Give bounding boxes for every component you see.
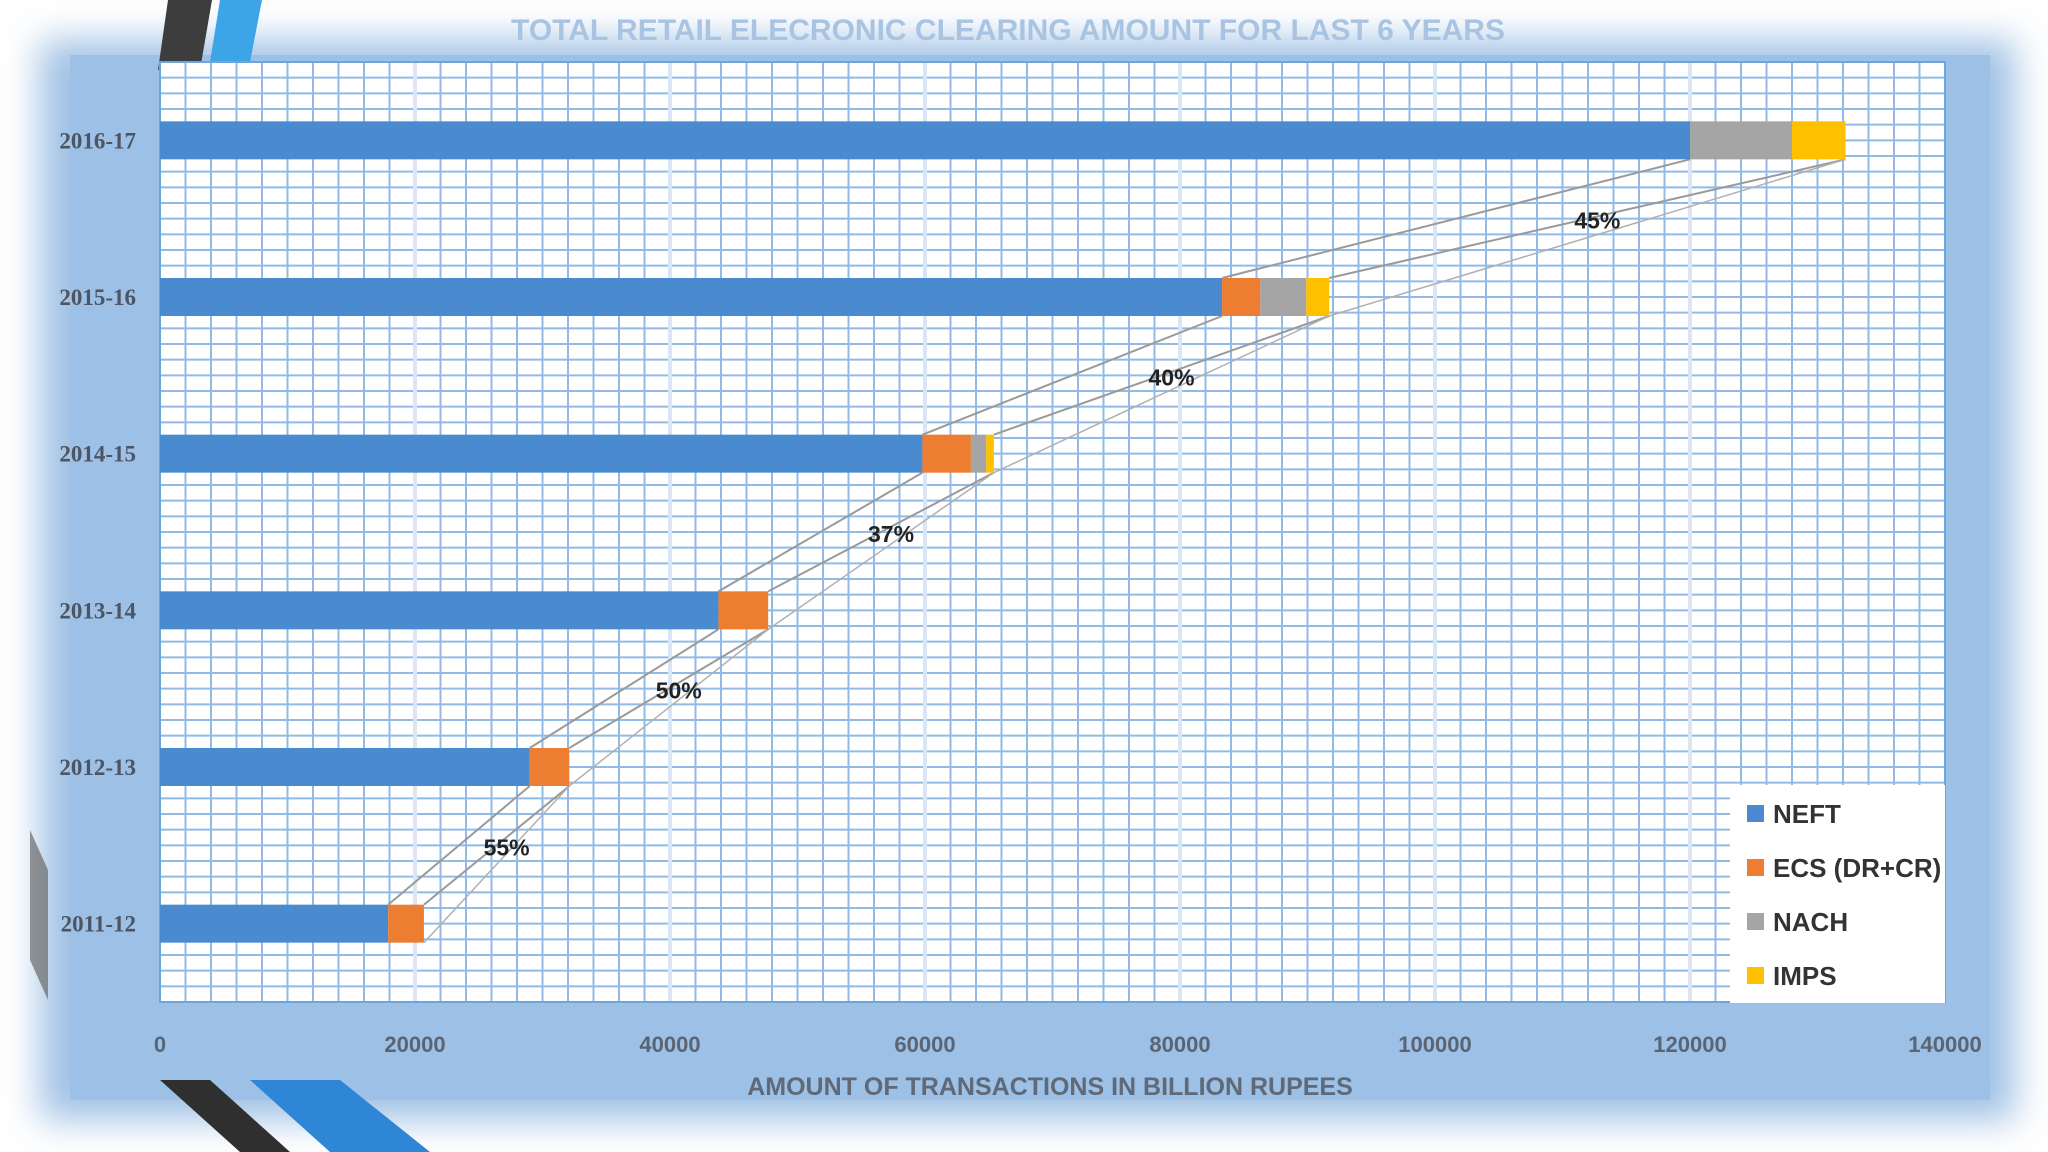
growth-connector bbox=[568, 628, 769, 787]
x-tick-label: 140000 bbox=[1908, 1032, 1981, 1057]
growth-connector bbox=[767, 471, 995, 593]
bar-imps-2016-17 bbox=[1792, 121, 1846, 160]
gridlines-major bbox=[413, 62, 1692, 1002]
legend-swatch bbox=[1747, 967, 1764, 984]
legend-box bbox=[1730, 785, 1945, 1003]
legend-label: NACH bbox=[1773, 907, 1848, 937]
growth-connector bbox=[717, 471, 923, 593]
x-tick-label: 40000 bbox=[639, 1032, 700, 1057]
legend: NEFT ECS (DR+CR) NACH IMPS bbox=[1730, 785, 1945, 1003]
bar-neft-2013-14 bbox=[160, 591, 719, 630]
chart-title: TOTAL RETAIL ELECRONIC CLEARING AMOUNT F… bbox=[511, 14, 1505, 47]
category-axis-labels: 2011-12 2012-13 2013-14 2014-15 2015-16 2016-… bbox=[59, 128, 136, 936]
bar-nach-2015-16 bbox=[1260, 278, 1307, 316]
legend-label: IMPS bbox=[1773, 961, 1837, 991]
growth-label: 55% bbox=[484, 834, 530, 860]
growth-connector bbox=[1328, 158, 1846, 279]
category-label: 2014-15 bbox=[59, 442, 136, 467]
growth-label: 50% bbox=[656, 678, 702, 704]
bar-ecs-dr-cr-2013-14 bbox=[718, 591, 769, 630]
bar-neft-2014-15 bbox=[160, 434, 923, 473]
growth-label: 37% bbox=[868, 521, 914, 547]
growth-connector bbox=[423, 785, 570, 944]
bar-neft-2011-12 bbox=[160, 904, 389, 943]
bar-nach-2016-17 bbox=[1690, 121, 1792, 160]
x-tick-label: 0 bbox=[154, 1032, 166, 1057]
value-axis-labels: 0 20000 40000 60000 80000 100000 120000 140000 bbox=[154, 1032, 1982, 1057]
plot-area-border bbox=[159, 61, 1946, 1003]
growth-connector bbox=[922, 315, 1223, 436]
growth-labels: 55% 50% 37% 40% 45% bbox=[484, 208, 1621, 861]
bar-nach-2014-15 bbox=[970, 434, 987, 473]
x-tick-label: 80000 bbox=[1149, 1032, 1210, 1057]
gridlines-minor bbox=[160, 62, 1945, 1002]
growth-connector bbox=[387, 785, 531, 906]
growth-connectors bbox=[387, 158, 1846, 944]
bar-imps-2014-15 bbox=[986, 434, 994, 473]
growth-connector bbox=[993, 315, 1330, 474]
growth-connector bbox=[529, 628, 719, 749]
x-tick-label: 20000 bbox=[384, 1032, 445, 1057]
bar-neft-2016-17 bbox=[160, 121, 1690, 160]
category-label: 2011-12 bbox=[61, 912, 136, 937]
category-label: 2012-13 bbox=[59, 755, 136, 780]
legend-label: ECS (DR+CR) bbox=[1773, 853, 1941, 883]
x-axis-title: AMOUNT OF TRANSACTIONS IN BILLION RUPEES bbox=[747, 1073, 1353, 1101]
legend-swatch bbox=[1747, 859, 1764, 876]
growth-connector bbox=[568, 628, 769, 749]
legend-label: NEFT bbox=[1773, 799, 1841, 829]
legend-swatch bbox=[1747, 913, 1764, 930]
growth-connector bbox=[423, 785, 570, 906]
x-tick-label: 100000 bbox=[1398, 1032, 1471, 1057]
legend-swatch bbox=[1747, 805, 1764, 822]
growth-label: 45% bbox=[1574, 208, 1620, 234]
bars bbox=[160, 121, 1846, 943]
bar-ecs-dr-cr-2011-12 bbox=[388, 904, 424, 943]
category-label: 2015-16 bbox=[59, 285, 136, 310]
slide-decoration bbox=[30, 0, 430, 1152]
category-label: 2016-17 bbox=[59, 128, 136, 153]
bar-neft-2015-16 bbox=[160, 278, 1223, 316]
bar-imps-2015-16 bbox=[1306, 278, 1330, 316]
growth-connector bbox=[993, 315, 1330, 436]
bar-ecs-dr-cr-2014-15 bbox=[922, 434, 971, 473]
growth-connector bbox=[767, 472, 995, 630]
x-tick-label: 120000 bbox=[1653, 1032, 1726, 1057]
growth-connector bbox=[1221, 158, 1691, 279]
x-tick-label: 60000 bbox=[894, 1032, 955, 1057]
bar-ecs-dr-cr-2012-13 bbox=[529, 748, 570, 786]
category-label: 2013-14 bbox=[59, 598, 136, 623]
bar-neft-2012-13 bbox=[160, 748, 530, 786]
growth-connector bbox=[1328, 158, 1846, 317]
growth-label: 40% bbox=[1148, 364, 1194, 390]
bar-ecs-dr-cr-2015-16 bbox=[1222, 278, 1261, 316]
